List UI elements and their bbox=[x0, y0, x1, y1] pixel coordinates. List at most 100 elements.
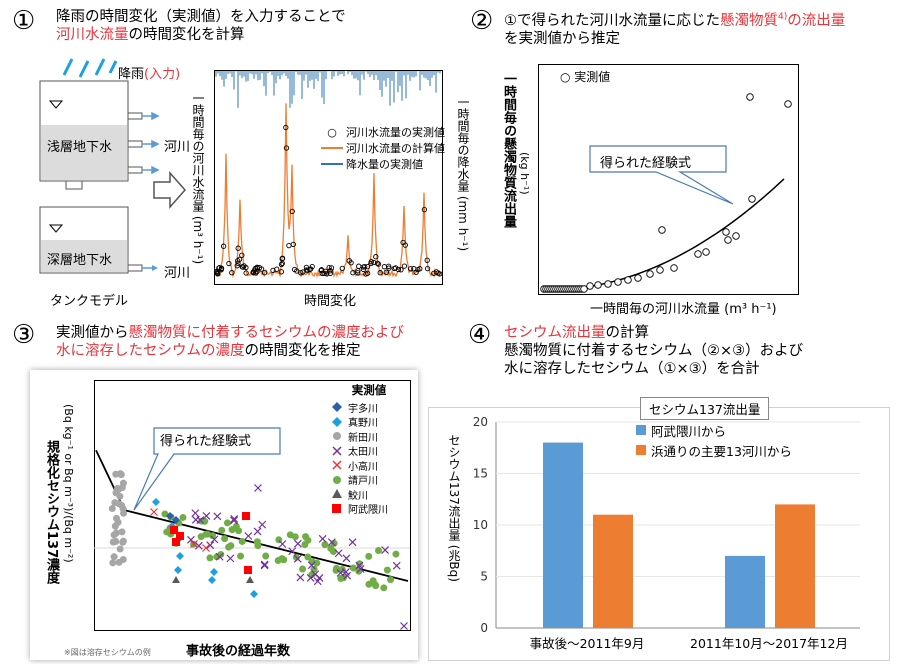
cesium-point bbox=[190, 540, 198, 548]
cesium-point bbox=[392, 561, 401, 570]
x-marker-icon bbox=[332, 460, 342, 470]
water-level-icon bbox=[48, 100, 64, 109]
section-1-line2: の時間変化を計算 bbox=[128, 27, 245, 43]
circle-marker-icon bbox=[333, 475, 341, 484]
cesium-point bbox=[293, 554, 302, 563]
legend-item-5: 請戸川 bbox=[330, 473, 408, 487]
category-label: 事故後～2011年9月 bbox=[530, 636, 645, 651]
river-label-1: 河川 bbox=[164, 140, 191, 155]
legend-calculated-icon bbox=[321, 147, 343, 149]
section-4-line3: 水に溶存したセシウム（①×③）を合計 bbox=[504, 361, 760, 377]
panel3-yunit: (Bq kg⁻¹ or Bq m⁻³)/(Bq m⁻²) bbox=[62, 404, 75, 563]
cesium-point bbox=[202, 511, 211, 520]
section-2-highlight-2: の流出量 bbox=[787, 12, 846, 29]
cesium-point bbox=[215, 552, 224, 561]
hydrograph-legend: ○ 河川水流量の実測値 河川水流量の計算値 降水量の実測値 bbox=[318, 124, 445, 172]
measured-point bbox=[670, 264, 678, 272]
legend-item-2: 新田川 bbox=[330, 429, 408, 444]
cesium-point bbox=[170, 526, 178, 534]
callout-bubble-3 bbox=[133, 427, 281, 511]
cesium-point bbox=[375, 547, 383, 555]
cesium-point bbox=[254, 484, 262, 492]
cesium-point bbox=[365, 580, 373, 588]
section-3-heading: 実測値から懸濁物質に付着するセシウムの濃度および 水に溶存したセシウムの濃度の時… bbox=[56, 324, 404, 360]
square-marker-icon bbox=[332, 503, 341, 513]
measured-point bbox=[702, 248, 710, 256]
y-tick-label: 0 bbox=[480, 621, 488, 635]
cesium-point bbox=[119, 479, 127, 487]
section-2-line1: ①で得られた河川水流量に応じた bbox=[504, 12, 720, 29]
section-2-number: ② bbox=[470, 6, 494, 36]
cesium-point bbox=[304, 553, 312, 561]
cesium-point bbox=[108, 505, 116, 513]
cesium-point bbox=[116, 545, 124, 553]
cesium-point bbox=[260, 561, 269, 570]
bar-1-0 bbox=[725, 555, 765, 628]
cesium-point bbox=[258, 520, 267, 529]
panel3-footnote: ※図は溶存セシウムの例 bbox=[64, 648, 151, 657]
legend-hamadori: 浜通りの主要13河川から bbox=[651, 443, 792, 459]
category-label: 2011年10月～2017年12月 bbox=[690, 636, 848, 651]
cesium-point bbox=[349, 564, 357, 572]
panel3-callout: 得られた経験式 bbox=[160, 434, 252, 449]
shallow-groundwater-label: 浅層地下水 bbox=[47, 140, 113, 155]
cesium-point bbox=[120, 509, 128, 517]
cesium-point bbox=[115, 485, 123, 493]
cesium-point bbox=[217, 550, 225, 558]
cesium-point bbox=[381, 546, 390, 554]
measured-point bbox=[624, 276, 632, 284]
cesium-points bbox=[108, 470, 408, 630]
measured-point bbox=[586, 282, 594, 290]
cesium-point bbox=[383, 566, 391, 574]
cesium-point bbox=[338, 565, 346, 573]
y-tick-label: 20 bbox=[473, 415, 488, 429]
x-marker-icon bbox=[332, 446, 342, 456]
legend-item-0: 宇多川 bbox=[330, 400, 408, 415]
panel3-legend-title: 実測値 bbox=[351, 383, 387, 397]
cesium-point bbox=[179, 513, 187, 521]
cesium-point bbox=[187, 535, 195, 544]
cesium-point bbox=[230, 514, 239, 523]
cesium-point bbox=[119, 538, 127, 546]
legend-label: 阿武隈川 bbox=[348, 505, 388, 517]
legend-label: 鮫川 bbox=[348, 490, 368, 502]
hydrograph-ylabel-left: 一時間毎の河川水流量 (m³ h⁻¹) bbox=[191, 92, 205, 265]
cesium-point bbox=[318, 534, 327, 543]
section-3-line2: の時間変化を推定 bbox=[244, 343, 361, 359]
cesium-point bbox=[288, 547, 297, 556]
cesium-point bbox=[172, 516, 180, 524]
cesium-point bbox=[166, 512, 174, 520]
cesium-point bbox=[365, 552, 373, 560]
cesium-point bbox=[172, 576, 180, 583]
measured-point bbox=[656, 266, 664, 274]
cesium-point bbox=[371, 581, 379, 589]
legend-label: 新田川 bbox=[348, 432, 378, 444]
river-label-2: 河川 bbox=[164, 266, 191, 281]
section-4-heading: セシウム流出量の計算 懸濁物質に付着するセシウム（②×③）および 水に溶存したセ… bbox=[504, 324, 803, 378]
suspended-solids-chart bbox=[538, 64, 799, 295]
cesium-point bbox=[355, 561, 364, 570]
bar-chart-ylabel: セシウム137流出量 (兆Bq) bbox=[447, 434, 461, 582]
callout-bubble bbox=[589, 145, 734, 205]
triangle-marker-icon bbox=[332, 489, 342, 499]
cesium-point bbox=[223, 519, 231, 527]
legend-observed-icon: ○ bbox=[327, 125, 337, 139]
cesium-point bbox=[194, 541, 203, 550]
rain-icon bbox=[62, 58, 118, 78]
bar-0-1 bbox=[593, 514, 633, 628]
bar-0-0 bbox=[543, 442, 583, 628]
cesium-point bbox=[296, 573, 305, 582]
legend-label: 宇多川 bbox=[348, 403, 378, 415]
diamond-marker-icon bbox=[332, 402, 342, 413]
section-4-line1: の計算 bbox=[605, 325, 650, 341]
cesium-point bbox=[348, 538, 357, 547]
panel2-ylabel: 一時間毎の懸濁物質流出量 bbox=[501, 72, 516, 228]
cesium-point bbox=[202, 544, 210, 552]
legend-abukuma: 阿武隈川から bbox=[651, 423, 727, 439]
cesium-point bbox=[254, 542, 262, 550]
measured-point bbox=[658, 226, 666, 234]
cesium-point bbox=[336, 569, 345, 577]
section-1-highlight: 河川水流量 bbox=[56, 27, 129, 43]
section-2-heading: ①で得られた河川水流量に応じた懸濁物質4)の流出量 を実測値から推定 bbox=[504, 8, 845, 48]
cesium-point bbox=[172, 538, 180, 546]
